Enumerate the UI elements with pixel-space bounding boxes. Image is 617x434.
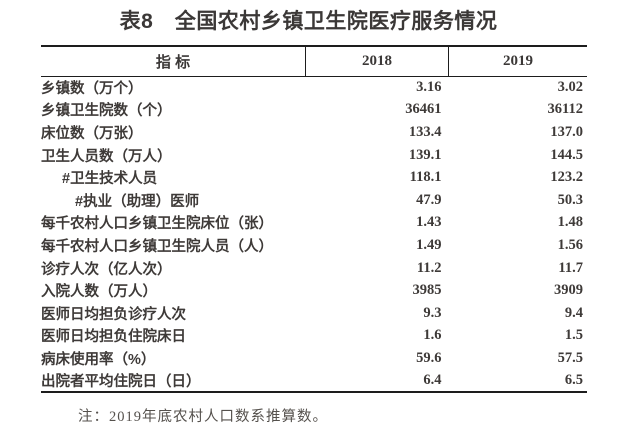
table-row: 乡镇数（万个） 3.16 3.02 [41,76,587,99]
table-row: 病床使用率（%） 59.6 57.5 [41,347,587,370]
table-row: 入院人数（万人） 3985 3909 [41,279,587,302]
column-header-2019: 2019 [448,46,587,77]
value-2018: 11.2 [416,259,442,276]
value-2019: 11.7 [558,259,583,276]
table-row: 每千农村人口乡镇卫生院床位（张） 1.43 1.48 [41,212,587,235]
table-row: #执业（助理）医师 47.9 50.3 [41,189,587,212]
table-row: 床位数（万张） 133.4 137.0 [41,121,587,144]
value-2018: 1.6 [423,327,442,344]
value-2019: 6.5 [564,372,583,389]
table-row: 诊疗人次（亿人次） 11.2 11.7 [41,257,587,280]
value-2019: 9.4 [564,304,583,321]
value-2019: 36112 [547,101,583,118]
indicator-label: 医师日均担负诊疗人次 [41,306,186,323]
value-2019: 3.02 [557,79,583,96]
table-row: 医师日均担负住院床日 1.6 1.5 [41,325,587,348]
value-2018: 9.3 [423,304,442,321]
table-row: 乡镇卫生院数（个） 36461 36112 [41,99,587,122]
value-2019: 123.2 [550,169,583,186]
indicator-label: #执业（助理）医师 [75,193,200,210]
indicator-label: 入院人数（万人） [41,284,157,301]
value-2018: 3.16 [416,79,442,96]
value-2018: 118.1 [409,169,442,186]
statistics-table: 指 标 2018 2019 乡镇数（万个） 3.16 3.02 乡镇卫生院数（个） 36… [41,45,587,394]
indicator-label: 病床使用率（%） [41,351,156,368]
value-2018: 1.49 [416,236,442,253]
column-header-indicator: 指 标 [41,46,306,77]
indicator-label: #卫生技术人员 [62,171,158,188]
value-2019: 50.3 [557,191,583,208]
indicator-label: 乡镇数（万个） [41,81,143,98]
value-2019: 144.5 [550,146,583,163]
value-2019: 1.48 [557,214,583,231]
indicator-label: 医师日均担负住院床日 [41,329,186,346]
value-2019: 1.5 [564,327,583,344]
report-page: 表8 全国农村乡镇卫生院医疗服务情况 指 标 2018 2019 乡镇数（万个）… [0,9,617,426]
indicator-label: 床位数（万张） [41,125,143,142]
indicator-label: 出院者平均住院日（日） [41,374,201,391]
indicator-label: 乡镇卫生院数（个） [41,103,172,120]
value-2019: 1.56 [557,236,583,253]
indicator-label: 卫生人员数（万人） [41,148,172,165]
indicator-label: 诊疗人次（亿人次） [41,261,172,278]
value-2018: 139.1 [408,146,442,163]
column-header-2018: 2018 [305,46,449,77]
value-2019: 137.0 [550,123,583,140]
table-row: 出院者平均住院日（日） 6.4 6.5 [41,370,587,393]
header-row: 指 标 2018 2019 [41,46,587,77]
value-2019: 57.5 [557,349,583,366]
indicator-label: 每千农村人口乡镇卫生院床位（张） [41,216,273,233]
value-2018: 1.43 [416,214,442,231]
table-header: 指 标 2018 2019 [41,46,587,77]
indicator-label: 每千农村人口乡镇卫生院人员（人） [41,238,273,255]
table-row: 卫生人员数（万人） 139.1 144.5 [41,144,587,167]
value-2018: 47.9 [416,191,442,208]
table-row: #卫生技术人员 118.1 123.2 [41,166,587,189]
value-2018: 3985 [412,282,442,299]
footnote: 注：2019年底农村人口数系推算数。 [78,409,328,426]
table-body: 乡镇数（万个） 3.16 3.02 乡镇卫生院数（个） 36461 36112 床位数（万张… [41,76,587,392]
value-2019: 3909 [554,282,583,299]
table-row: 每千农村人口乡镇卫生院人员（人） 1.49 1.56 [41,234,587,257]
value-2018: 59.6 [416,349,442,366]
table-title: 表8 全国农村乡镇卫生院医疗服务情况 [119,10,498,33]
value-2018: 6.4 [423,372,442,389]
value-2018: 36461 [405,101,442,118]
value-2018: 133.4 [408,123,442,140]
table-row: 医师日均担负诊疗人次 9.3 9.4 [41,302,587,325]
